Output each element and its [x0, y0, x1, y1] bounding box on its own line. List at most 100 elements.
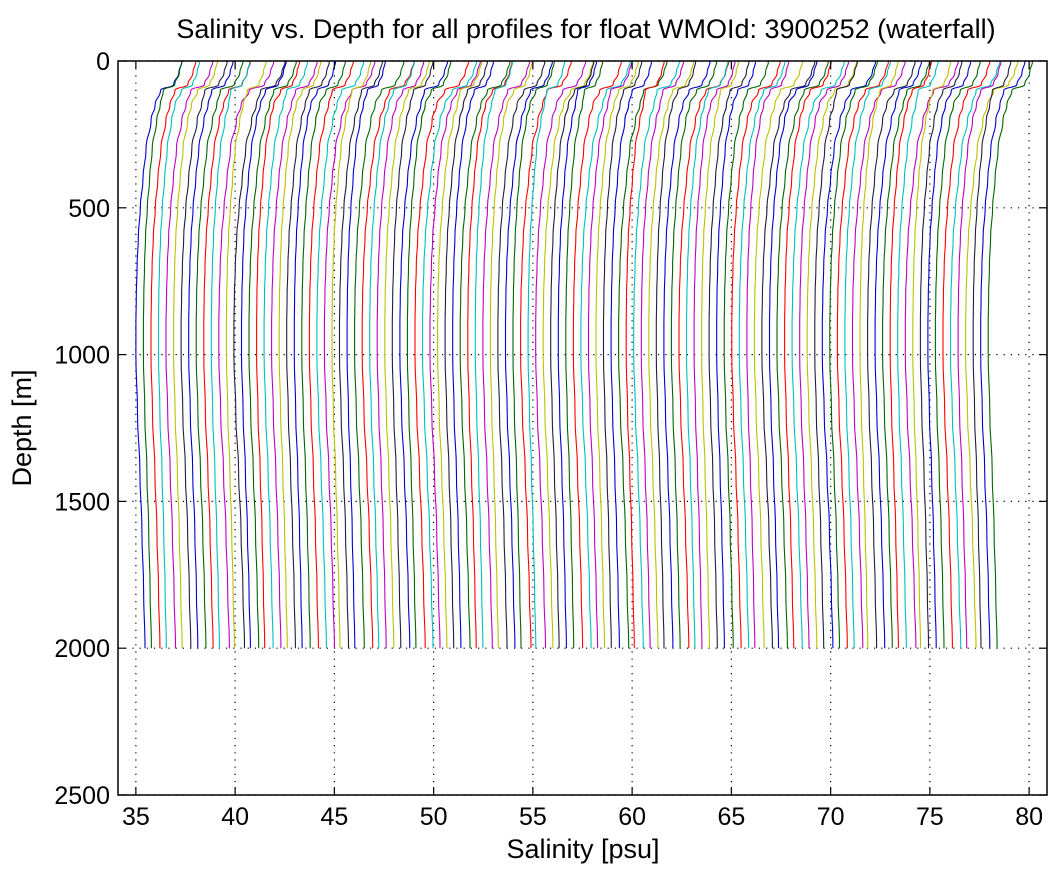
profile-line	[851, 60, 906, 649]
profile-line	[135, 60, 183, 649]
x-tick-label: 35	[122, 803, 150, 831]
profile-line	[648, 60, 695, 649]
profile-line	[784, 60, 832, 649]
profile-line	[452, 60, 495, 649]
profile-line	[391, 60, 434, 649]
profile-line	[776, 60, 829, 649]
x-tick-label: 80	[1015, 803, 1043, 831]
profile-line	[535, 60, 587, 649]
profile-line	[369, 60, 416, 649]
profile-line	[618, 60, 668, 649]
profile-line	[437, 60, 483, 649]
profile-line	[708, 60, 750, 649]
profile-line	[829, 60, 879, 649]
profile-line	[474, 60, 514, 649]
profile-line	[572, 60, 622, 649]
profile-line	[655, 60, 697, 649]
profile-line	[867, 60, 916, 649]
profile-line	[761, 60, 816, 649]
profile-line	[512, 60, 555, 649]
profile-line	[874, 60, 923, 649]
profile-line	[504, 60, 554, 649]
profile-line	[157, 60, 201, 649]
profile-lines	[135, 60, 1034, 649]
x-tick-label: 70	[817, 803, 845, 831]
profile-line	[957, 60, 1002, 649]
x-tick-label: 50	[420, 803, 448, 831]
profile-line	[286, 60, 330, 649]
profile-line	[233, 60, 286, 649]
profile-line	[670, 60, 718, 649]
profile-line	[527, 60, 566, 649]
profile-line	[904, 60, 959, 649]
profile-line	[429, 60, 481, 649]
profile-line	[376, 60, 425, 649]
profile-line	[980, 60, 1026, 649]
profile-line	[836, 60, 890, 649]
profile-line	[557, 60, 598, 649]
profile-line	[278, 60, 322, 649]
profile-line	[489, 60, 533, 649]
x-axis-label: Salinity [psu]	[506, 834, 659, 864]
profile-line	[919, 60, 963, 649]
profile-line	[316, 60, 365, 649]
profile-line	[738, 60, 786, 649]
profile-line	[640, 60, 685, 649]
profile-line	[602, 60, 643, 649]
profile-line	[301, 60, 346, 649]
profile-line	[799, 60, 850, 649]
x-tick-label: 40	[221, 803, 249, 831]
profile-line	[723, 60, 770, 649]
profile-line	[542, 60, 594, 649]
profile-line	[912, 60, 952, 649]
profile-line	[882, 60, 931, 649]
profile-line	[384, 60, 431, 649]
profile-line	[972, 60, 1012, 649]
profile-line	[753, 60, 804, 649]
profile-line	[354, 60, 405, 649]
profile-line	[965, 60, 1019, 649]
profile-line	[225, 60, 267, 649]
profile-line	[814, 60, 859, 649]
profile-line	[633, 60, 680, 649]
profile-line	[406, 60, 452, 649]
profile-line	[165, 60, 214, 649]
y-tick-label: 2500	[54, 782, 110, 810]
profile-line	[180, 60, 228, 649]
profile-line	[256, 60, 301, 649]
x-tick-label: 55	[519, 803, 547, 831]
profile-line	[248, 60, 297, 649]
profile-line	[482, 60, 531, 649]
profile-line	[942, 60, 991, 649]
profile-line	[565, 60, 604, 649]
profile-line	[497, 60, 546, 649]
profile-line	[271, 60, 318, 649]
y-tick-label: 2000	[54, 635, 110, 663]
profile-line	[934, 60, 981, 649]
profile-line	[308, 60, 354, 649]
profile-line	[218, 60, 275, 649]
y-tick-label: 500	[68, 195, 110, 223]
profile-line	[587, 60, 633, 649]
profile-line	[263, 60, 309, 649]
x-tick-label: 65	[717, 803, 745, 831]
y-axis-ticks: 0 500 1000 1500 2000 2500	[54, 48, 1047, 810]
profile-line	[746, 60, 790, 649]
profile-line	[859, 60, 899, 649]
profile-line	[580, 60, 631, 649]
profile-line	[142, 60, 183, 649]
profile-line	[693, 60, 736, 649]
profile-line	[716, 60, 757, 649]
profile-line	[550, 60, 595, 649]
y-tick-label: 1000	[54, 342, 110, 370]
profile-line	[949, 60, 1001, 649]
y-tick-label: 1500	[54, 488, 110, 516]
profile-line	[844, 60, 892, 649]
profile-line	[173, 60, 218, 649]
x-tick-label: 75	[916, 803, 944, 831]
profile-line	[399, 60, 449, 649]
profile-line	[467, 60, 513, 649]
profile-line	[210, 60, 251, 649]
profile-line	[806, 60, 858, 649]
profile-line	[625, 60, 665, 649]
